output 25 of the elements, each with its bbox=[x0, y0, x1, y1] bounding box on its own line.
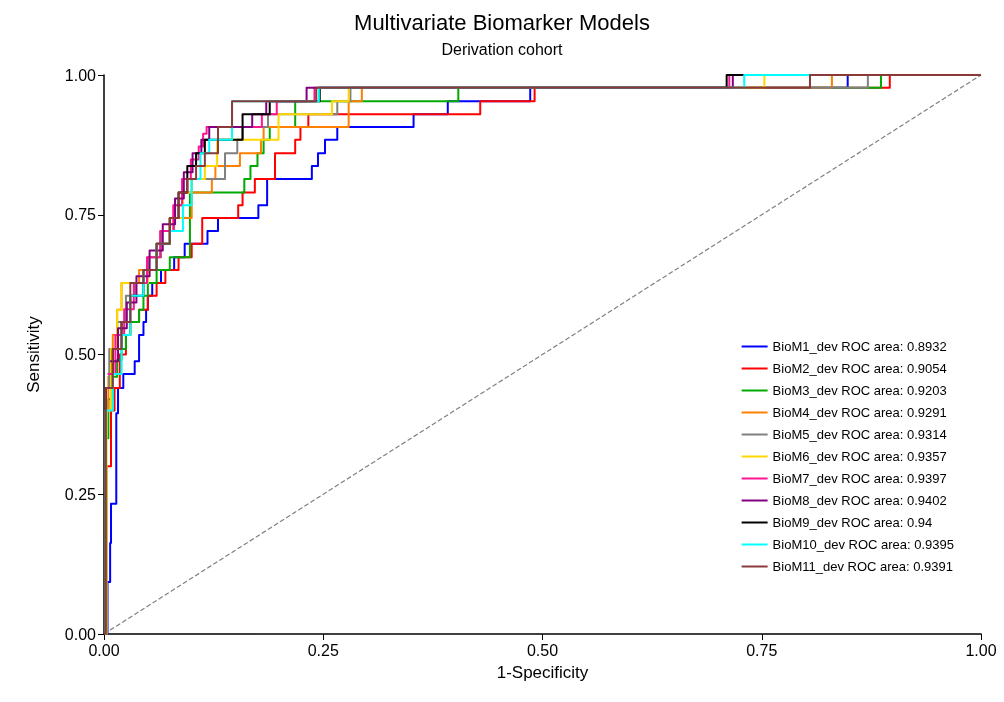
x-tick-label: 0.00 bbox=[88, 641, 120, 659]
x-tick-label: 0.75 bbox=[746, 641, 778, 659]
legend-label: BioM4_dev ROC area: 0.9291 bbox=[772, 405, 947, 420]
y-tick-label: 0.75 bbox=[64, 206, 97, 224]
legend-label: BioM8_dev ROC area: 0.9402 bbox=[772, 493, 947, 508]
y-tick-label: 0.25 bbox=[64, 485, 97, 503]
legend-label: BioM5_dev ROC area: 0.9314 bbox=[772, 427, 947, 442]
y-axis-title: Sensitivity bbox=[24, 315, 43, 393]
legend-label: BioM1_dev ROC area: 0.8932 bbox=[772, 339, 947, 354]
legend-label: BioM9_dev ROC area: 0.94 bbox=[772, 515, 933, 530]
x-axis-title: 1-Specificity bbox=[496, 663, 589, 682]
chart-subtitle: Derivation cohort bbox=[441, 40, 564, 58]
legend-label: BioM2_dev ROC area: 0.9054 bbox=[772, 361, 947, 376]
legend-label: BioM11_dev ROC area: 0.9391 bbox=[772, 559, 954, 574]
y-tick-label: 0.00 bbox=[64, 625, 97, 643]
legend-label: BioM10_dev ROC area: 0.9395 bbox=[772, 537, 955, 552]
x-tick-label: 1.00 bbox=[965, 641, 997, 659]
x-tick-label: 0.50 bbox=[526, 641, 559, 659]
legend-label: BioM3_dev ROC area: 0.9203 bbox=[772, 383, 947, 398]
legend-label: BioM7_dev ROC area: 0.9397 bbox=[772, 471, 947, 486]
chart-title: Multivariate Biomarker Models bbox=[354, 9, 650, 35]
y-tick-label: 1.00 bbox=[64, 66, 97, 84]
legend-label: BioM6_dev ROC area: 0.9357 bbox=[772, 449, 947, 464]
x-tick-label: 0.25 bbox=[307, 641, 339, 659]
y-tick-label: 0.50 bbox=[64, 346, 97, 363]
